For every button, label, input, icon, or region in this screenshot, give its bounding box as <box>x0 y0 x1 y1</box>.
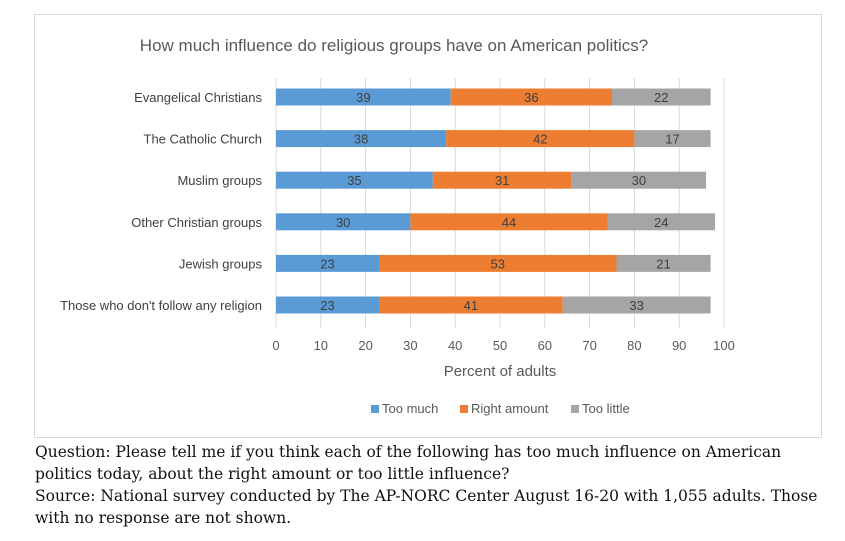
legend-label: Too little <box>582 401 630 416</box>
bar-segment <box>432 171 572 189</box>
data-label: 36 <box>524 90 538 105</box>
bar-segment <box>562 296 711 314</box>
bar-segment <box>379 296 563 314</box>
bar-segment <box>634 130 711 148</box>
category-label: Jewish groups <box>179 256 263 271</box>
x-tick-label: 60 <box>538 338 552 353</box>
data-label: 41 <box>464 298 478 313</box>
data-label: 23 <box>320 298 334 313</box>
x-tick-label: 80 <box>627 338 641 353</box>
footnote-question: Question: Please tell me if you think ea… <box>35 443 782 483</box>
x-tick-label: 40 <box>448 338 462 353</box>
legend-swatch <box>371 405 379 413</box>
x-tick-label: 50 <box>493 338 507 353</box>
bar-segment <box>379 254 617 272</box>
data-label: 30 <box>632 173 646 188</box>
data-label: 44 <box>502 215 516 230</box>
x-tick-label: 70 <box>582 338 596 353</box>
legend: Too much Right amount Too little <box>371 401 630 416</box>
footnote-source: Source: National survey conducted by The… <box>35 487 818 527</box>
data-label: 24 <box>654 215 668 230</box>
bar-segment <box>616 254 711 272</box>
bar-segment <box>612 88 711 106</box>
legend-swatch <box>460 405 468 413</box>
x-tick-label: 90 <box>672 338 686 353</box>
data-label: 23 <box>320 256 334 271</box>
data-label: 53 <box>491 256 505 271</box>
data-label: 42 <box>533 132 547 147</box>
bar-segment <box>571 171 707 189</box>
bar-segment <box>607 213 716 231</box>
footnote: Question: Please tell me if you think ea… <box>35 441 825 529</box>
x-axis-title: Percent of adults <box>444 363 557 380</box>
category-label: Muslim groups <box>177 173 262 188</box>
x-tick-label: 10 <box>314 338 328 353</box>
bar-segment <box>276 171 433 189</box>
data-label: 39 <box>356 90 370 105</box>
data-label: 22 <box>654 90 668 105</box>
bars: 39 36 22 38 42 17 35 31 30 30 44 24 23 53 21 23 41 33 <box>276 88 716 314</box>
data-label: 31 <box>495 173 509 188</box>
legend-swatch <box>571 405 579 413</box>
bar-segment <box>276 130 447 148</box>
data-label: 21 <box>656 256 670 271</box>
bar-segment <box>450 88 612 106</box>
x-tick-label: 0 <box>272 338 279 353</box>
data-label: 38 <box>354 132 368 147</box>
x-tick-label: 20 <box>358 338 372 353</box>
legend-label: Too much <box>382 401 438 416</box>
bar-segment <box>410 213 608 231</box>
bar-segment <box>276 254 380 272</box>
category-label: Other Christian groups <box>131 215 262 230</box>
category-label: Those who don't follow any religion <box>60 298 262 313</box>
data-label: 35 <box>347 173 361 188</box>
bar-segment <box>446 130 635 148</box>
legend-label: Right amount <box>471 401 549 416</box>
x-axis-ticks: 0 10 20 30 40 50 60 70 80 90 100 <box>272 338 734 353</box>
x-tick-label: 30 <box>403 338 417 353</box>
bar-segment <box>276 213 411 231</box>
x-tick-label: 100 <box>713 338 735 353</box>
category-label: Evangelical Christians <box>134 90 262 105</box>
gridlines <box>275 78 725 328</box>
data-label: 30 <box>336 215 350 230</box>
bar-segment <box>276 296 380 314</box>
category-label: The Catholic Church <box>144 132 263 147</box>
bar-segment <box>276 88 451 106</box>
data-label: 17 <box>665 132 679 147</box>
chart-title: How much influence do religious groups h… <box>140 36 648 55</box>
data-label: 33 <box>629 298 643 313</box>
category-labels: Evangelical Christians The Catholic Churc… <box>60 90 262 313</box>
